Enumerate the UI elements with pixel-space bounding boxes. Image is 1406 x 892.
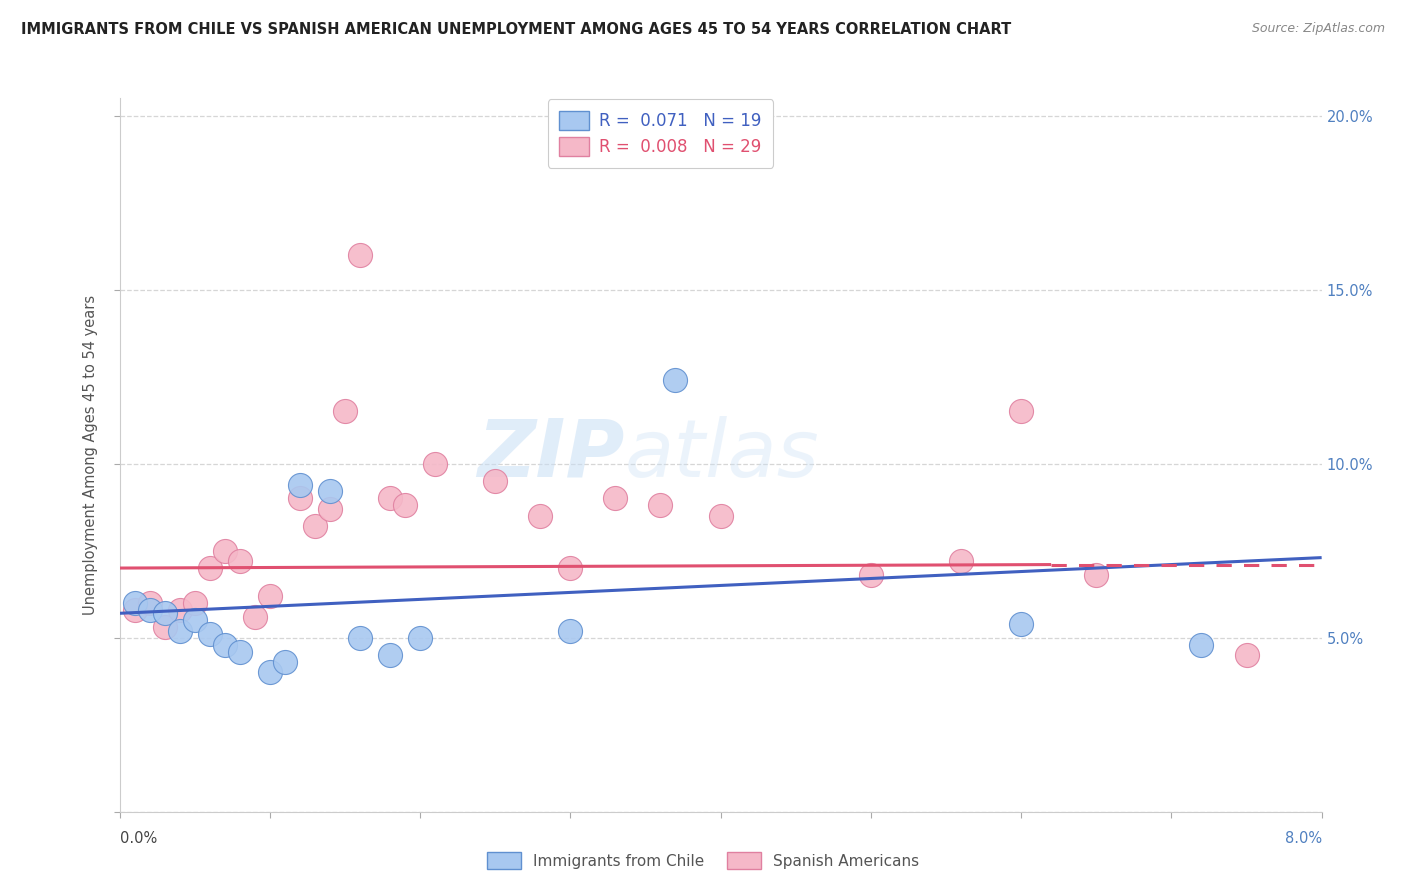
Point [124,603,146,617]
Point [288,491,311,506]
Point [169,603,191,617]
Point [243,609,266,624]
Point [1010,404,1032,418]
Text: 8.0%: 8.0% [1285,831,1322,846]
Text: atlas: atlas [624,416,820,494]
Point [153,607,176,621]
Point [394,499,416,513]
Point [138,603,160,617]
Point [228,554,252,568]
Point [214,543,236,558]
Y-axis label: Unemployment Among Ages 45 to 54 years: Unemployment Among Ages 45 to 54 years [83,295,98,615]
Point [349,248,371,262]
Point [409,631,432,645]
Point [288,477,311,491]
Point [949,554,972,568]
Point [274,655,297,669]
Point [560,624,582,638]
Point [183,613,205,627]
Text: Source: ZipAtlas.com: Source: ZipAtlas.com [1251,22,1385,36]
Point [605,491,627,506]
Point [709,508,731,523]
Point [259,589,281,603]
Point [484,474,506,488]
Legend: Immigrants from Chile, Spanish Americans: Immigrants from Chile, Spanish Americans [481,846,925,875]
Point [378,491,401,506]
Point [859,568,882,582]
Legend: R =  0.071   N = 19, R =  0.008   N = 29: R = 0.071 N = 19, R = 0.008 N = 29 [547,99,773,168]
Point [1085,568,1108,582]
Point [333,404,356,418]
Text: 0.0%: 0.0% [120,831,156,846]
Point [183,596,205,610]
Point [169,624,191,638]
Point [1189,638,1212,652]
Point [529,508,551,523]
Point [259,665,281,680]
Point [198,627,221,641]
Point [378,648,401,662]
Point [214,638,236,652]
Text: ZIP: ZIP [477,416,624,494]
Point [304,519,326,533]
Point [650,499,672,513]
Point [228,644,252,658]
Point [138,596,160,610]
Text: IMMIGRANTS FROM CHILE VS SPANISH AMERICAN UNEMPLOYMENT AMONG AGES 45 TO 54 YEARS: IMMIGRANTS FROM CHILE VS SPANISH AMERICA… [21,22,1011,37]
Point [1010,616,1032,631]
Point [423,457,446,471]
Point [349,631,371,645]
Point [198,561,221,575]
Point [1236,648,1258,662]
Point [124,596,146,610]
Point [153,620,176,634]
Point [319,501,342,516]
Point [664,373,686,387]
Point [560,561,582,575]
Point [319,484,342,499]
